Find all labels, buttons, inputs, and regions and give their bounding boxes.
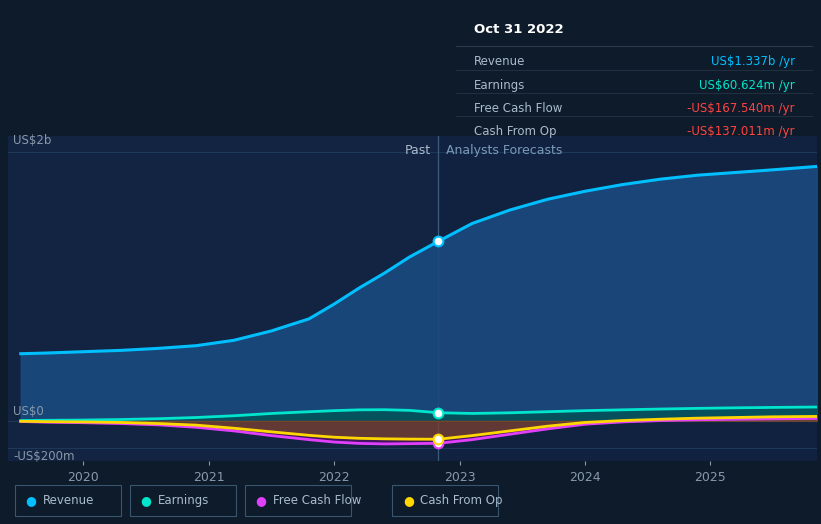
Text: ●: ● (140, 494, 152, 507)
Text: Revenue: Revenue (474, 56, 525, 69)
Text: Past: Past (405, 144, 431, 157)
Text: Revenue: Revenue (43, 494, 94, 507)
Text: ●: ● (255, 494, 267, 507)
Text: -US$137.011m /yr: -US$137.011m /yr (687, 125, 795, 138)
Text: Oct 31 2022: Oct 31 2022 (474, 23, 563, 36)
Text: Earnings: Earnings (474, 79, 525, 92)
Text: -US$200m: -US$200m (13, 450, 75, 463)
Text: US$1.337b /yr: US$1.337b /yr (711, 56, 795, 69)
Text: Analysts Forecasts: Analysts Forecasts (446, 144, 562, 157)
Text: Cash From Op: Cash From Op (420, 494, 502, 507)
Text: US$0: US$0 (13, 405, 44, 418)
Text: -US$167.540m /yr: -US$167.540m /yr (687, 102, 795, 115)
Text: ●: ● (403, 494, 415, 507)
Text: Free Cash Flow: Free Cash Flow (474, 102, 562, 115)
Text: Cash From Op: Cash From Op (474, 125, 556, 138)
Text: Free Cash Flow: Free Cash Flow (273, 494, 361, 507)
Text: US$2b: US$2b (13, 134, 52, 147)
Text: Earnings: Earnings (158, 494, 209, 507)
Text: US$60.624m /yr: US$60.624m /yr (699, 79, 795, 92)
Text: ●: ● (25, 494, 37, 507)
Bar (8, 136, 438, 461)
